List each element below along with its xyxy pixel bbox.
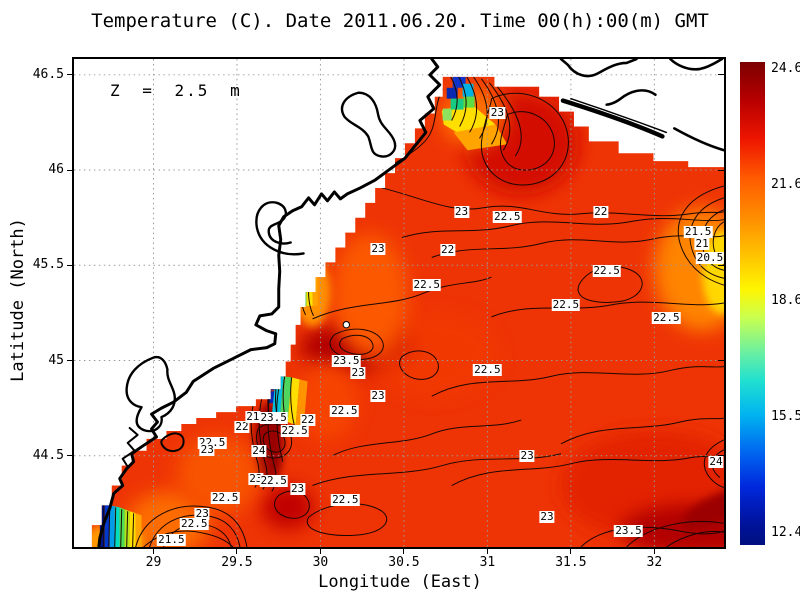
contour-label: 22 xyxy=(299,413,316,427)
contour-label: 23.5 xyxy=(332,353,361,367)
x-tick-label: 30 xyxy=(312,555,329,570)
contour-label: 23 xyxy=(519,448,535,462)
lake-outline xyxy=(125,355,176,433)
contour-label: 22 xyxy=(234,420,250,433)
bay-coast-north xyxy=(559,59,638,78)
contour-label: 22.5 xyxy=(652,310,681,324)
x-axis-label: Longitude (East) xyxy=(318,572,482,592)
y-tick-label: 45.5 xyxy=(32,257,64,273)
station-marker-layer xyxy=(342,321,350,329)
contour-label: 23 xyxy=(370,389,386,403)
x-tick-mark xyxy=(486,549,488,554)
x-tick-label: 29.5 xyxy=(221,555,253,570)
contour-label: 20.5 xyxy=(695,251,724,265)
colorbar-tick-label: 24.6 xyxy=(771,61,800,76)
small-lake-outline xyxy=(160,432,185,453)
colorbar-tick-label: 21.6 xyxy=(771,177,800,192)
plot-title: Temperature (C). Date 2011.06.20. Time 0… xyxy=(91,10,709,32)
station-marker xyxy=(342,321,350,329)
contour-label: 23 xyxy=(194,507,210,521)
contour-label: 21 xyxy=(694,236,710,250)
contour-label: 23.5 xyxy=(614,524,643,538)
cold-patch-coastal-band xyxy=(296,274,318,306)
liman-outline xyxy=(340,91,397,158)
tendra-spit-edge xyxy=(570,97,668,134)
y-tick-label: 46.5 xyxy=(32,66,64,82)
x-tick-mark xyxy=(236,549,238,554)
y-tick-label: 46 xyxy=(48,162,64,178)
y-tick-mark xyxy=(67,455,72,457)
y-tick-mark xyxy=(67,169,72,171)
x-tick-label: 31 xyxy=(479,555,496,570)
y-tick-mark-right xyxy=(718,169,724,171)
contour-label: 22.5 xyxy=(210,491,240,505)
contour-label: 22.5 xyxy=(493,209,522,223)
x-tick-mark xyxy=(152,549,154,554)
x-tick-label: 31.5 xyxy=(555,555,587,570)
temperature-map xyxy=(74,59,724,547)
y-tick-mark-right xyxy=(718,360,724,362)
y-tick-mark-right xyxy=(718,264,724,266)
colorbar-tick-label: 12.4 xyxy=(771,525,800,540)
map-plot: Z = 2.5 m 23 23 22.5 22 23 22 21.5 21 20.5 22.5 22… xyxy=(72,57,726,549)
contour-label: 22.5 xyxy=(331,493,360,507)
contour-label: 24 xyxy=(708,454,724,468)
contour-label: 23 xyxy=(370,241,386,255)
x-tick-mark xyxy=(570,549,572,554)
contour-label: 23.5 xyxy=(259,411,288,425)
x-tick-label: 32 xyxy=(646,555,663,570)
contour-label: 22.5 xyxy=(412,278,442,292)
contour-label: 23 xyxy=(489,105,506,119)
contour-label: 22 xyxy=(593,204,609,218)
coastline xyxy=(97,59,724,547)
contour-label: 23 xyxy=(453,204,470,218)
contour-label: 22.5 xyxy=(592,264,621,278)
bay-outline xyxy=(255,201,305,256)
contour-label: 24 xyxy=(251,443,267,457)
contour-label: 23 xyxy=(539,510,555,524)
x-tick-mark xyxy=(319,549,321,554)
contour-label: 23 xyxy=(199,442,215,456)
y-tick-label: 44.5 xyxy=(32,447,64,463)
y-tick-label: 45 xyxy=(48,352,64,368)
y-tick-mark xyxy=(67,74,72,76)
contour-label: 22 xyxy=(440,243,456,257)
contour-label: 22.5 xyxy=(330,404,359,418)
lagoon-outline xyxy=(121,426,139,468)
colorbar-tick-label: 18.6 xyxy=(771,293,800,308)
contour-label: 22.5 xyxy=(551,298,581,312)
contour-label: 23 xyxy=(350,366,366,380)
x-tick-mark xyxy=(653,549,655,554)
main-coastline xyxy=(97,59,442,547)
contour-label: 23 xyxy=(289,481,306,495)
contour-label: 22.5 xyxy=(280,424,309,437)
tendra-spit xyxy=(560,98,665,139)
x-tick-label: 29 xyxy=(145,555,162,570)
x-tick-label: 30.5 xyxy=(388,555,420,570)
east-coast xyxy=(673,127,724,152)
colorbar-tick-label: 15.5 xyxy=(771,409,800,424)
y-tick-mark xyxy=(67,264,72,266)
depth-annotation: Z = 2.5 m xyxy=(110,81,242,100)
y-tick-mark xyxy=(67,360,72,362)
contour-label: 21.5 xyxy=(157,533,186,547)
bay-coast-northeast xyxy=(669,59,724,71)
contour-label: 22.5 xyxy=(259,474,288,488)
contour-label: 22.5 xyxy=(473,363,502,377)
y-tick-mark-right xyxy=(718,74,724,76)
contour-label: 21.5 xyxy=(683,224,713,238)
sea-surface xyxy=(91,76,724,547)
colorbar-gradient xyxy=(740,62,765,545)
spit-hook xyxy=(605,89,657,106)
contour-label: 21 xyxy=(245,410,261,424)
contour-label: 22.5 xyxy=(179,517,209,531)
x-tick-mark xyxy=(403,549,405,554)
